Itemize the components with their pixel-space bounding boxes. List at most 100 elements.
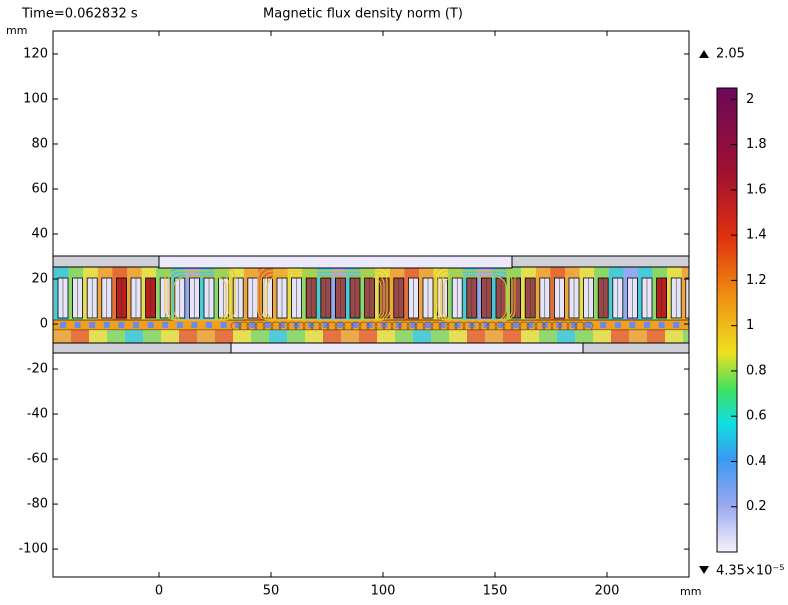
strip-pole <box>147 322 154 328</box>
strip-pole <box>585 322 592 328</box>
flux-loop <box>302 321 314 331</box>
lower-field <box>539 330 557 343</box>
colorbar-tick-label: 1.8 <box>746 137 767 152</box>
flux-loop <box>382 321 394 331</box>
x-tick-label: 0 <box>155 584 163 599</box>
flux-loop <box>318 321 330 331</box>
flux-loop <box>550 321 562 331</box>
lower-field <box>647 330 665 343</box>
flux-loop <box>406 321 418 331</box>
y-tick-label: 40 <box>31 227 48 242</box>
flux-loop <box>270 321 282 331</box>
flux-loop <box>454 321 466 331</box>
strip-pole <box>468 322 475 328</box>
lower-field <box>89 330 107 343</box>
strip-pole <box>629 322 636 328</box>
mover-bottom <box>230 342 584 354</box>
strip-pole <box>366 322 373 328</box>
chart-title: Magnetic flux density norm (T) <box>263 7 463 22</box>
lower-field <box>287 330 305 343</box>
strip-pole <box>571 322 577 328</box>
colorbar <box>716 87 738 553</box>
flux-line <box>266 276 382 321</box>
strip-pole <box>118 322 125 328</box>
strip-pole <box>381 322 388 328</box>
colorbar-tick-label: 2 <box>746 92 754 107</box>
flux-loop <box>374 321 386 331</box>
flux-line <box>443 276 507 321</box>
colorbar-tick-label: 1.4 <box>746 228 767 243</box>
lower-field <box>629 330 647 343</box>
y-tick-label: -60 <box>27 452 48 467</box>
strip-pole <box>162 322 169 328</box>
flux-loop <box>286 321 298 331</box>
strip-pole <box>614 322 621 328</box>
lower-field <box>215 330 233 343</box>
flux-loop <box>414 321 426 331</box>
lower-field <box>431 330 449 343</box>
lower-field <box>575 330 593 343</box>
y-tick-label: -20 <box>27 362 48 377</box>
flux-loop <box>518 321 530 331</box>
colorbar-tick-label: 0.8 <box>746 363 767 378</box>
strip-pole <box>89 322 96 328</box>
y-tick-label: 80 <box>31 136 48 151</box>
lower-field <box>179 330 197 343</box>
lower-field <box>377 330 395 343</box>
flux-loop <box>494 321 506 331</box>
colorbar-min-label: 4.35×10⁻⁵ <box>716 564 784 579</box>
flux-loop <box>246 321 258 331</box>
flux-loop <box>310 321 322 331</box>
lower-field <box>143 330 161 343</box>
lower-field <box>521 330 539 343</box>
mover-top <box>158 255 513 269</box>
lower-field <box>197 330 215 343</box>
x-tick-label: 150 <box>483 584 508 599</box>
flux-loop <box>478 321 490 331</box>
strip-pole <box>206 322 212 328</box>
plot-frame <box>52 30 690 578</box>
lower-field <box>125 330 143 343</box>
slot <box>685 277 689 319</box>
flux-loop <box>534 321 546 331</box>
strip-pole <box>527 322 534 328</box>
flux-loop <box>254 321 266 331</box>
y-tick-label: -100 <box>18 542 48 557</box>
lower-field <box>665 330 683 343</box>
y-tick-label: 60 <box>31 181 48 196</box>
x-tick-label: 50 <box>263 584 280 599</box>
flux-loop <box>542 321 554 331</box>
flux-line <box>173 276 227 321</box>
strip-pole <box>512 322 519 328</box>
lower-field <box>323 330 341 343</box>
strip-pole <box>74 322 81 328</box>
lower-field <box>71 330 89 343</box>
strip-pole <box>103 322 110 328</box>
strip-pole <box>264 322 271 328</box>
field-plot <box>53 255 689 354</box>
lower-field <box>341 330 359 343</box>
strip-pole <box>133 322 139 328</box>
flux-loop <box>350 321 362 331</box>
strip-pole <box>249 322 256 328</box>
y-tick-label: 20 <box>31 272 48 287</box>
flux-loop <box>294 321 306 331</box>
flux-loop <box>390 321 402 331</box>
min-marker <box>699 566 709 574</box>
flux-loop <box>438 321 450 331</box>
strip-pole <box>498 322 504 328</box>
flux-loop <box>558 321 570 331</box>
strip-pole <box>337 322 344 328</box>
strip-pole <box>425 322 431 328</box>
strip-pole <box>673 322 680 328</box>
flux-loop <box>446 321 458 331</box>
flux-loop <box>262 321 274 331</box>
flux-loop <box>462 321 474 331</box>
lower-field <box>413 330 431 343</box>
lower-field <box>503 330 521 343</box>
x-unit: mm <box>680 585 701 598</box>
strip-pole <box>600 322 607 328</box>
lower-field <box>683 330 689 343</box>
flux-loop <box>230 321 242 331</box>
colorbar-tick-label: 0.4 <box>746 454 767 469</box>
